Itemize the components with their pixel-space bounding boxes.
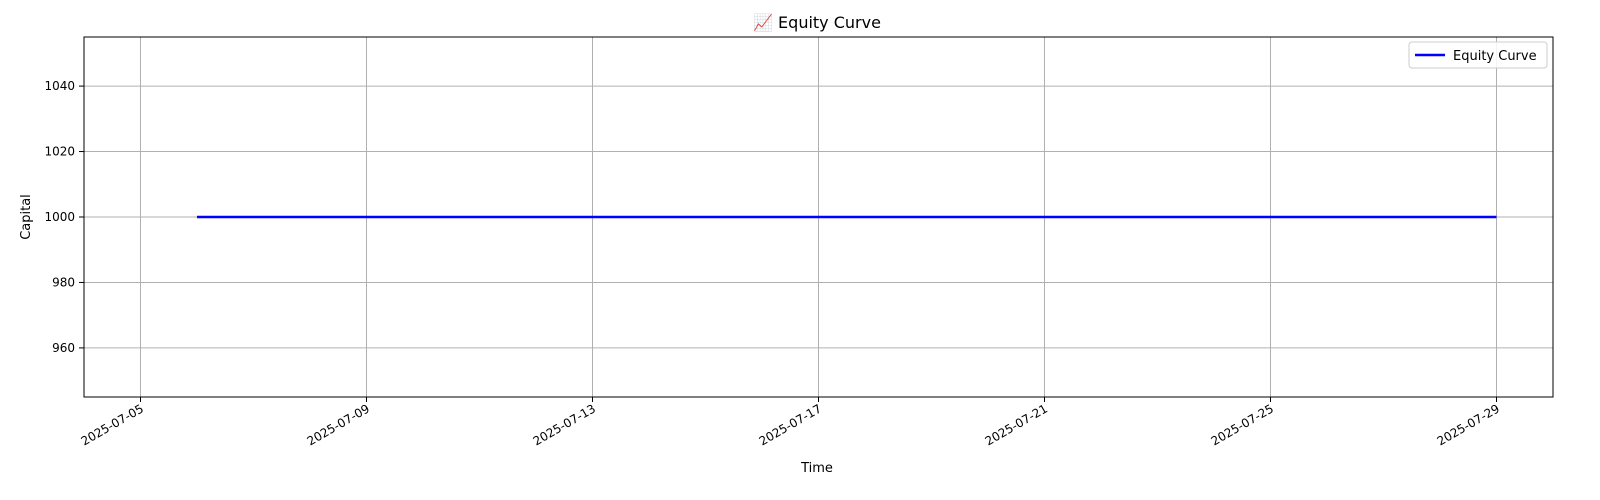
y-tick-label: 1040	[44, 79, 75, 93]
chart-title: 📈 Equity Curve	[753, 13, 881, 32]
y-axis-label: Capital	[19, 194, 34, 240]
x-tick-label: 2025-07-17	[757, 401, 824, 448]
x-tick-label: 2025-07-25	[1209, 401, 1276, 448]
x-tick-label: 2025-07-09	[305, 401, 372, 448]
y-tick-label: 960	[52, 341, 75, 355]
x-tick-label: 2025-07-21	[983, 401, 1050, 448]
y-tick-label: 980	[52, 275, 75, 289]
y-axis-ticks: 960 980 1000 1020 1040	[44, 79, 84, 355]
x-axis-label: Time	[800, 461, 833, 476]
x-tick-label: 2025-07-13	[531, 401, 598, 448]
y-tick-label: 1020	[44, 145, 75, 159]
legend-label: Equity Curve	[1453, 49, 1537, 64]
y-tick-label: 1000	[44, 210, 75, 224]
x-tick-label: 2025-07-29	[1435, 401, 1502, 448]
legend: Equity Curve	[1408, 41, 1548, 69]
x-axis-ticks: 2025-07-05 2025-07-09 2025-07-13 2025-07-17…	[79, 397, 1502, 448]
legend-box	[1408, 41, 1548, 69]
x-tick-label: 2025-07-05	[79, 401, 146, 448]
